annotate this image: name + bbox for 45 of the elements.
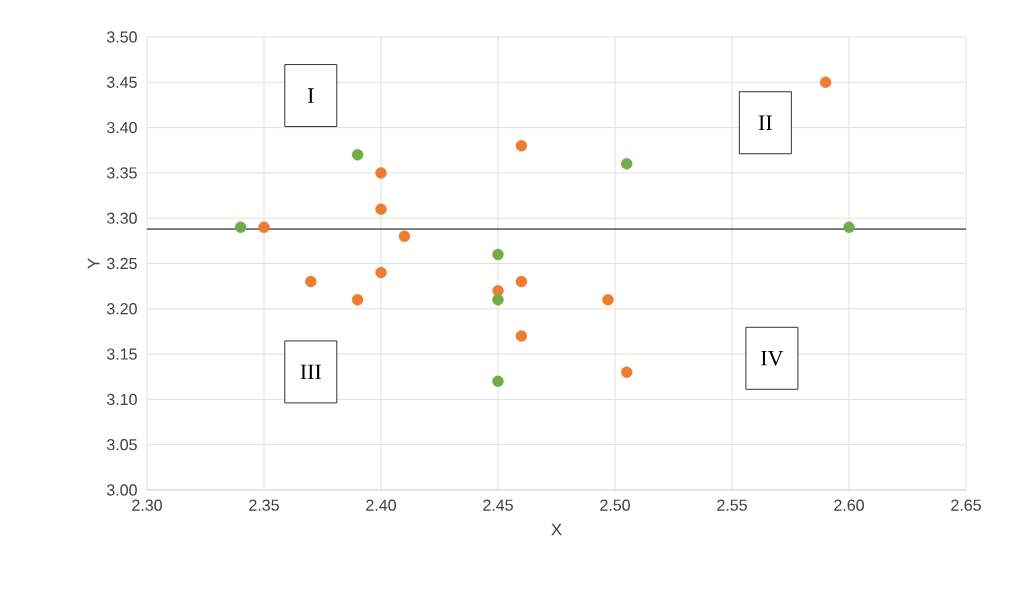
point xyxy=(351,149,364,161)
point xyxy=(234,221,247,233)
point xyxy=(492,375,504,387)
point xyxy=(492,294,504,306)
y-tick-label: 3.30 xyxy=(106,212,137,224)
point xyxy=(375,203,387,215)
point xyxy=(602,294,614,306)
y-tick-label: 3.15 xyxy=(106,348,137,360)
y-tick-label: 3.40 xyxy=(106,121,137,134)
annotation: II xyxy=(758,115,772,130)
point xyxy=(492,248,504,261)
point xyxy=(375,266,387,279)
x-tick-label: 2.55 xyxy=(717,499,747,511)
x-tick-label: 2.35 xyxy=(249,499,279,511)
annotation: I xyxy=(307,88,314,103)
point xyxy=(819,76,832,88)
x-tick-label: 2.30 xyxy=(132,499,162,511)
annotation: IV xyxy=(761,350,784,366)
point xyxy=(305,275,317,288)
point xyxy=(515,140,528,152)
point xyxy=(515,330,528,342)
y-tick-label: 3.05 xyxy=(106,439,137,451)
y-tick-label: 3.50 xyxy=(106,31,137,43)
y-axis-title: Y xyxy=(87,258,100,269)
point xyxy=(398,230,411,243)
point xyxy=(621,158,633,170)
y-tick-label: 3.20 xyxy=(106,303,137,315)
point xyxy=(375,167,387,179)
y-tick-label: 3.10 xyxy=(106,393,137,406)
x-tick-label: 2.65 xyxy=(951,499,981,511)
y-tick-label: 3.35 xyxy=(106,167,137,179)
x-tick-label: 2.60 xyxy=(834,499,864,511)
y-tick-label: 3.00 xyxy=(106,484,137,496)
annotation: III xyxy=(300,364,322,380)
y-tick-label: 3.45 xyxy=(106,76,137,88)
point xyxy=(843,221,855,233)
x-axis-title: X xyxy=(551,523,562,536)
y-tick-label: 3.25 xyxy=(106,257,137,270)
point xyxy=(258,221,270,233)
point xyxy=(621,366,633,378)
point xyxy=(515,275,528,288)
x-tick-label: 2.45 xyxy=(483,499,513,511)
x-tick-label: 2.40 xyxy=(366,499,396,511)
point xyxy=(351,294,364,306)
x-tick-label: 2.50 xyxy=(600,499,630,511)
